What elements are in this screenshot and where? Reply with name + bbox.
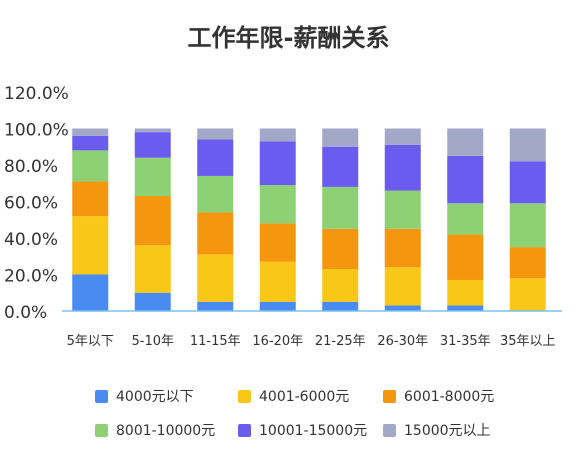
bar-segment bbox=[72, 274, 109, 311]
bar-segment bbox=[447, 279, 484, 306]
bar-segment bbox=[72, 135, 109, 151]
bar-segment bbox=[134, 245, 171, 293]
bar-segment bbox=[384, 128, 421, 145]
legend-swatch bbox=[383, 423, 396, 437]
x-tick-label: 11-15年 bbox=[190, 334, 241, 349]
bar-segment bbox=[447, 128, 484, 156]
bar-segment bbox=[259, 301, 296, 311]
x-tick-label: 35年以上 bbox=[500, 334, 556, 349]
bar-segment bbox=[259, 141, 296, 186]
bar-segment bbox=[72, 128, 109, 136]
bar-segment bbox=[197, 139, 234, 176]
legend-item: 4000元以下 bbox=[95, 386, 194, 406]
x-axis-ticks: 5年以下 5-10年 11-15年 16-20年 21-25年 26-30年 31-35年 3… bbox=[67, 334, 556, 349]
bar-segment bbox=[384, 267, 421, 306]
bar-segment bbox=[259, 261, 296, 302]
bar-segment bbox=[197, 212, 234, 255]
bar-segment bbox=[134, 157, 171, 197]
bar-segment bbox=[384, 144, 421, 191]
bar-segment bbox=[447, 155, 484, 204]
bar-segment bbox=[509, 203, 546, 248]
legend-swatch bbox=[383, 389, 396, 403]
legend-label: 10001-15000元 bbox=[259, 423, 368, 439]
y-tick-label: 80.0% bbox=[4, 157, 58, 177]
legend-swatch bbox=[238, 389, 251, 403]
legend-item: 8001-10000元 bbox=[95, 420, 215, 440]
bar-segment bbox=[72, 181, 109, 217]
bar-segment bbox=[384, 305, 421, 311]
y-tick-label: 0.0% bbox=[4, 303, 47, 323]
bar-segment bbox=[509, 278, 546, 311]
x-tick-label: 21-25年 bbox=[315, 334, 366, 349]
bar-segment bbox=[322, 146, 359, 187]
legend-item: 4001-6000元 bbox=[238, 386, 349, 406]
bar-segment bbox=[322, 269, 359, 302]
legend-item: 6001-8000元 bbox=[383, 386, 494, 406]
y-tick-label: 40.0% bbox=[4, 230, 58, 250]
legend-swatch bbox=[238, 423, 251, 437]
x-tick-label: 5年以下 bbox=[67, 334, 114, 349]
legend-swatch bbox=[95, 389, 108, 403]
stacked-bar-chart: 0.0% 20.0% 40.0% 60.0% 80.0% 100.0% 120.0% 5年以… bbox=[4, 84, 562, 349]
bar-segment bbox=[134, 128, 171, 133]
legend: 4000元以下 4001-6000元 6001-8000元 8001-10000元 10… bbox=[0, 380, 577, 450]
legend-label: 8001-10000元 bbox=[116, 423, 216, 439]
bar-segment bbox=[259, 128, 296, 142]
chart-title: 工作年限-薪酬关系 bbox=[187, 24, 390, 52]
legend-item: 15000元以上 bbox=[383, 420, 491, 440]
bar-segment bbox=[197, 175, 234, 213]
bar-segment bbox=[259, 185, 296, 224]
bar-segment bbox=[322, 128, 359, 147]
y-tick-label: 100.0% bbox=[4, 121, 69, 141]
bar-segment bbox=[509, 128, 546, 162]
bar-segment bbox=[447, 234, 484, 280]
x-tick-label: 26-30年 bbox=[377, 334, 428, 349]
bar-segment bbox=[384, 228, 421, 268]
bar-stacks bbox=[72, 128, 546, 311]
legend-label: 6001-8000元 bbox=[404, 389, 495, 405]
bar-segment bbox=[509, 161, 546, 204]
y-axis-ticks: 0.0% 20.0% 40.0% 60.0% 80.0% 100.0% 120.0% bbox=[4, 84, 69, 323]
bar-segment bbox=[134, 292, 171, 311]
legend-label: 15000元以上 bbox=[404, 423, 491, 439]
bar-segment bbox=[134, 196, 171, 246]
y-tick-label: 120.0% bbox=[4, 84, 69, 104]
bar-segment bbox=[259, 223, 296, 262]
bar-segment bbox=[447, 305, 484, 311]
y-tick-label: 60.0% bbox=[4, 194, 58, 214]
bar-segment bbox=[447, 203, 484, 235]
x-tick-label: 31-35年 bbox=[440, 334, 491, 349]
bar-segment bbox=[134, 132, 171, 158]
y-tick-label: 20.0% bbox=[4, 267, 58, 287]
legend-label: 4001-6000元 bbox=[259, 389, 350, 405]
bar-segment bbox=[197, 254, 234, 302]
bar-segment bbox=[509, 247, 546, 279]
bar-segment bbox=[72, 150, 109, 182]
x-tick-label: 5-10年 bbox=[131, 334, 174, 349]
bar-segment bbox=[322, 186, 359, 229]
bar-segment bbox=[197, 301, 234, 311]
bar-segment bbox=[322, 301, 359, 311]
legend-label: 4000元以下 bbox=[116, 389, 194, 405]
legend-swatch bbox=[95, 423, 108, 437]
bar-segment bbox=[197, 128, 234, 140]
bar-segment bbox=[72, 216, 109, 275]
x-tick-label: 16-20年 bbox=[252, 334, 303, 349]
legend-item: 10001-15000元 bbox=[238, 420, 367, 440]
bar-segment bbox=[322, 228, 359, 270]
bar-segment bbox=[384, 190, 421, 229]
